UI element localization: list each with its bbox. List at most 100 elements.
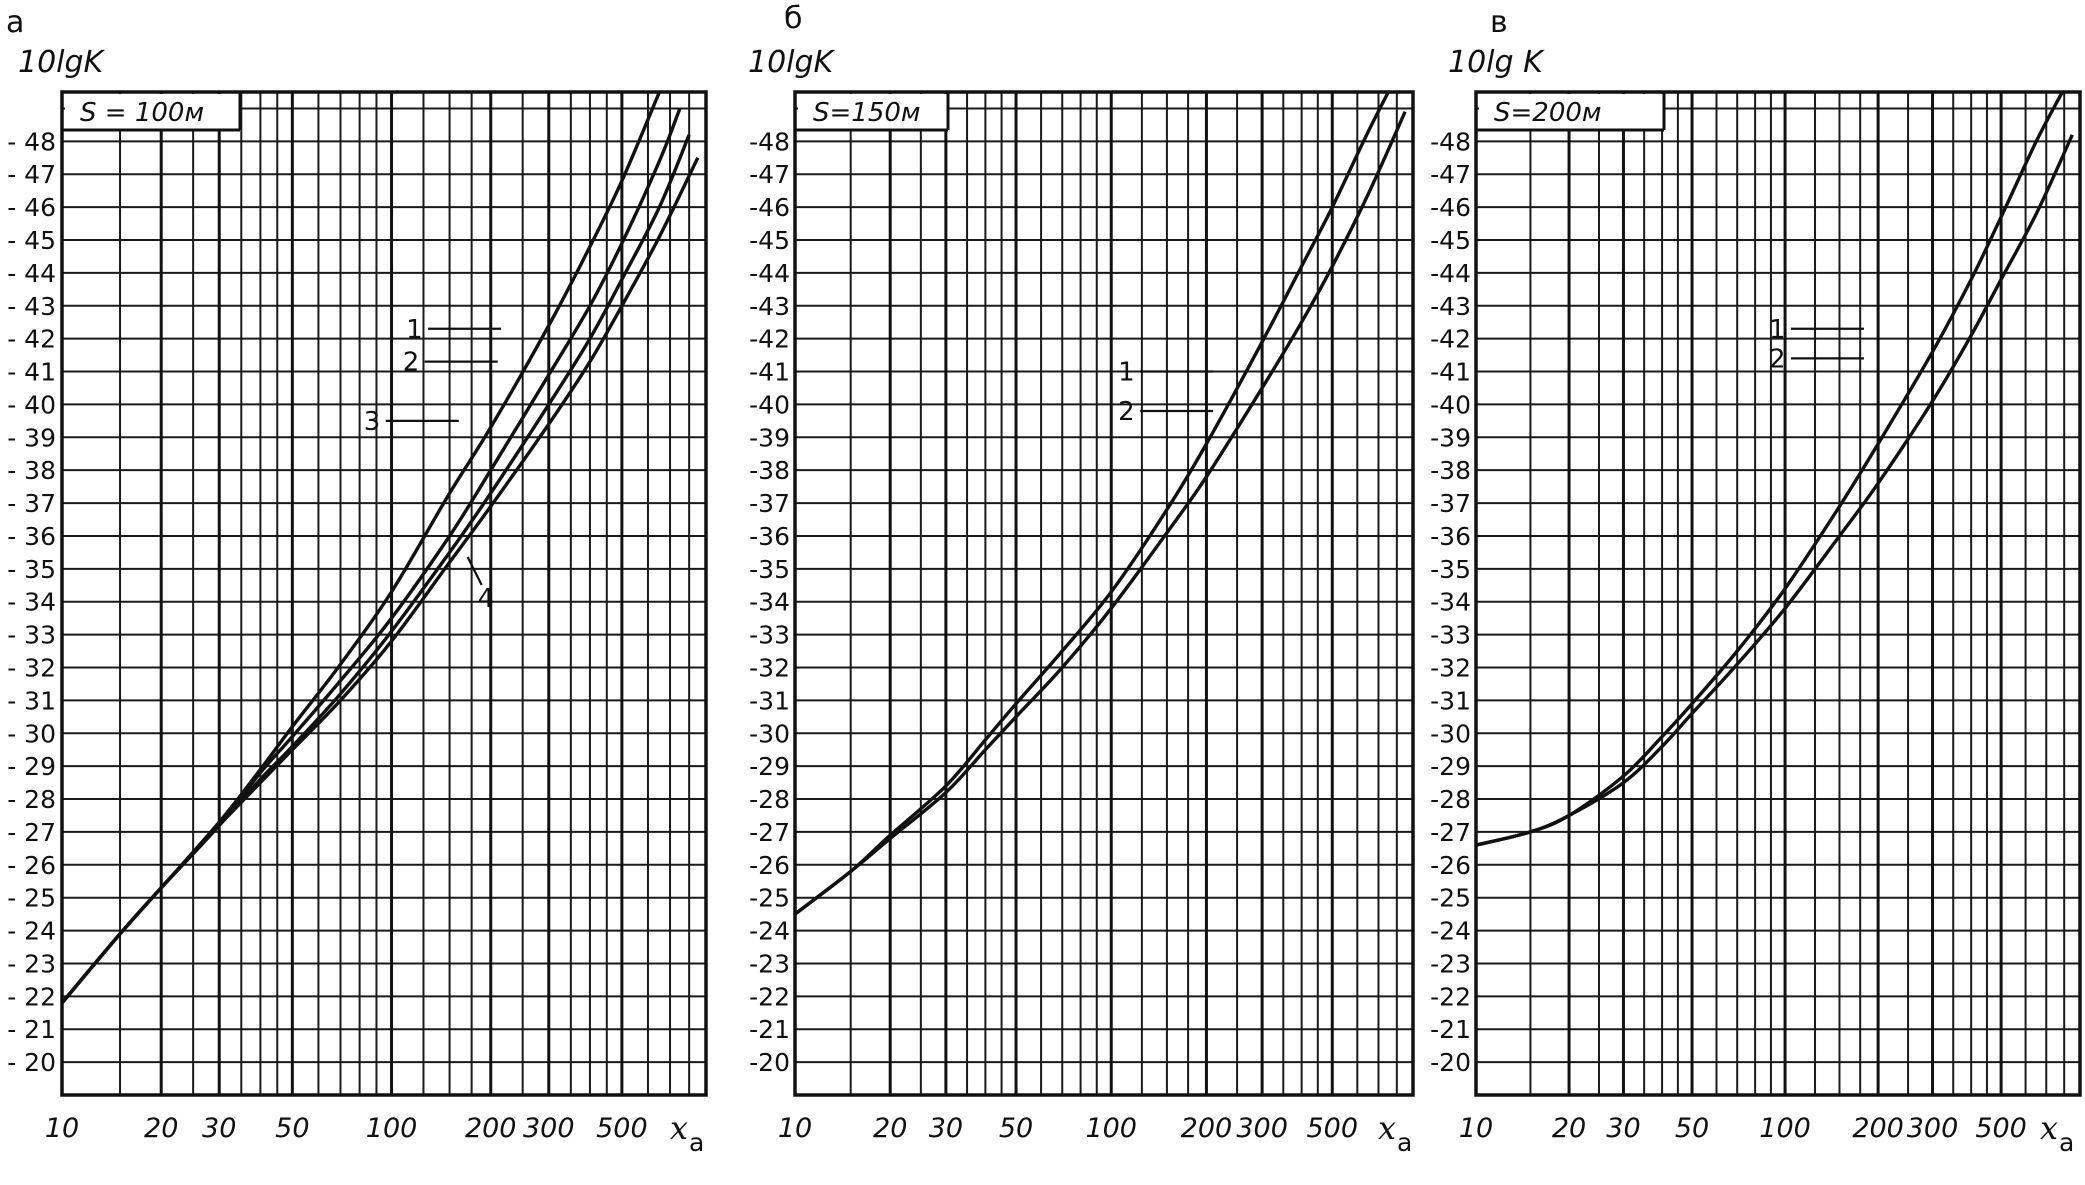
y-tick-label: -37 [1430, 489, 1471, 518]
y-tick-label: -35 [1430, 555, 1471, 584]
y-axis-label: 10lgK [748, 45, 836, 80]
y-tick-label: -38 [1430, 456, 1471, 485]
x-tick-label: 300 [1907, 1113, 1959, 1144]
y-tick-label: -46 [749, 193, 790, 222]
y-tick-label: -38 [749, 456, 790, 485]
x-axis-label: x [2040, 1109, 2058, 1147]
panel-letter: б [784, 1, 803, 36]
annotation-box [65, 94, 240, 130]
y-tick-label: - 48 [7, 127, 56, 156]
y-tick-label: -42 [749, 325, 790, 354]
x-tick-label: 100 [366, 1113, 418, 1144]
y-tick-label: - 27 [7, 818, 56, 847]
x-tick-label: 300 [1236, 1113, 1288, 1144]
y-tick-label: -21 [1430, 1015, 1471, 1044]
y-tick-label: - 24 [7, 917, 56, 946]
y-tick-label: - 25 [7, 884, 56, 913]
y-tick-label: -34 [1430, 588, 1471, 617]
y-tick-label: - 26 [7, 851, 56, 880]
y-tick-label: -42 [1430, 325, 1471, 354]
y-tick-label: - 47 [7, 160, 56, 189]
x-tick-label: 30 [202, 1113, 236, 1144]
series-line-2 [1476, 134, 2074, 847]
y-tick-label: -26 [1430, 851, 1471, 880]
y-tick-label: -31 [749, 686, 790, 715]
x-tick-label: 200 [465, 1113, 517, 1144]
y-tick-label: - 21 [7, 1015, 56, 1044]
y-tick-label: - 33 [7, 621, 56, 650]
y-tick-label: - 42 [7, 325, 56, 354]
series-line-2 [795, 111, 1407, 916]
y-axis-label: 10lg K [1448, 45, 1545, 80]
y-tick-label: -25 [1430, 884, 1471, 913]
y-tick-label: -39 [1430, 423, 1471, 452]
curve-label-3: 3 [364, 407, 381, 437]
curve-label-2: 2 [1118, 397, 1135, 427]
y-tick-label: -31 [1430, 686, 1471, 715]
y-tick-label: -47 [749, 160, 790, 189]
y-tick-label: -22 [749, 982, 790, 1011]
x-tick-label: 50 [275, 1113, 309, 1144]
y-tick-label: - 22 [7, 982, 56, 1011]
y-tick-label: -30 [1430, 719, 1471, 748]
x-tick-label: 500 [1975, 1113, 2027, 1144]
curve-label-1: 1 [1769, 315, 1786, 345]
y-tick-label: - 41 [7, 358, 56, 387]
y-tick-label: -20 [749, 1048, 790, 1077]
x-tick-label: 100 [1759, 1113, 1811, 1144]
chart-panel-1: - 20 - 21 - 22 - 23 - 24 - 25 - 26 - 27 - 28 - 29… [6, 5, 708, 1157]
y-tick-label: - 23 [7, 949, 56, 978]
x-axis-label-subscript: a [689, 1128, 704, 1157]
y-tick-label: - 40 [7, 390, 56, 419]
series-line-4 [62, 157, 700, 1004]
curve-label-4: 4 [478, 584, 495, 614]
series-line-1 [62, 92, 661, 1004]
y-tick-label: -46 [1430, 193, 1471, 222]
y-tick-label: -39 [749, 423, 790, 452]
y-tick-label: - 30 [7, 719, 56, 748]
x-tick-label: 200 [1181, 1113, 1233, 1144]
x-tick-label: 100 [1085, 1113, 1137, 1144]
y-tick-label: -32 [749, 653, 790, 682]
y-tick-label: -45 [1430, 226, 1471, 255]
y-tick-label: -40 [1430, 390, 1471, 419]
plot-frame [793, 90, 1415, 1097]
curve-label-1: 1 [406, 315, 423, 345]
x-tick-label: 10 [1459, 1113, 1493, 1144]
series-line-2 [62, 107, 682, 1004]
y-tick-label: -23 [749, 949, 790, 978]
annotation-text: S=150м [813, 98, 921, 128]
chart-panel-2: -20 -21 -22 -23 -24 -25 -26 -27 -28 -29 -30 -31 -32 -… [748, 1, 1415, 1157]
y-tick-label: -47 [1430, 160, 1471, 189]
y-tick-label: -48 [749, 127, 790, 156]
plot-frame [60, 90, 708, 1097]
x-tick-label: 500 [1307, 1113, 1359, 1144]
y-tick-label: -24 [1430, 917, 1471, 946]
x-tick-label: 500 [596, 1113, 648, 1144]
chart-panel-3: -20 -21 -22 -23 -24 -25 -26 -27 -28 -29 -30 -31 -32 -… [1430, 5, 2082, 1157]
y-tick-label: -24 [749, 917, 790, 946]
x-axis-label: x [1378, 1109, 1396, 1147]
y-tick-label: -22 [1430, 982, 1471, 1011]
y-tick-label: -36 [1430, 522, 1471, 551]
y-axis-label: 10lgK [18, 45, 106, 80]
y-tick-label: -32 [1430, 653, 1471, 682]
y-tick-label: -37 [749, 489, 790, 518]
x-tick-label: 300 [523, 1113, 575, 1144]
x-axis-label-subscript: a [1397, 1128, 1412, 1157]
annotation-box [798, 94, 948, 130]
annotation-text: S=200м [1494, 98, 1602, 128]
plot-frame [1474, 90, 2082, 1097]
y-tick-label: - 38 [7, 456, 56, 485]
y-tick-label: -25 [749, 884, 790, 913]
curve-label-1: 1 [1118, 358, 1135, 388]
annotation-box [1479, 94, 1664, 130]
series-group [1476, 92, 2074, 847]
y-tick-label: -41 [749, 358, 790, 387]
panel-letter: а [6, 5, 24, 40]
y-tick-label: - 20 [7, 1048, 56, 1077]
y-tick-label: -20 [1430, 1048, 1471, 1077]
x-tick-label: 50 [1675, 1113, 1709, 1144]
y-tick-label: - 35 [7, 555, 56, 584]
y-tick-label: -34 [749, 588, 790, 617]
